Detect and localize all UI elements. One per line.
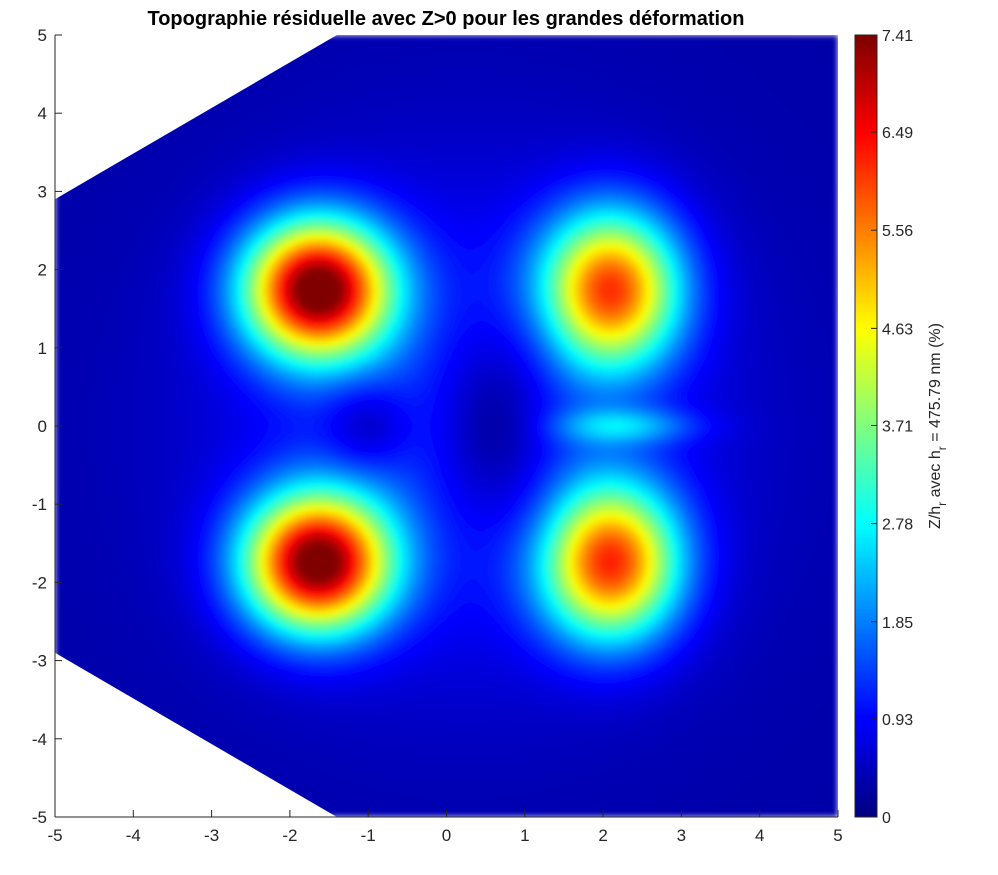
- colorbar-tick-label: 3.71: [882, 418, 913, 435]
- y-tick-label: 3: [38, 182, 47, 201]
- colorbar-ticks: 7.41 6.49 5.56 4.63 3.71 2.78 1.85 0.93 0: [871, 28, 913, 827]
- colorbar-tick-label: 4.63: [882, 321, 913, 338]
- chart-title: Topographie résiduelle avec Z>0 pour les…: [147, 8, 744, 30]
- heatmap-surface: [55, 35, 838, 817]
- x-tick-label: -5: [47, 826, 62, 845]
- colorbar-label: Z/hr avec hr = 475.79 nm (%): [927, 323, 949, 529]
- colorbar-tick-label: 0: [882, 810, 891, 827]
- colorbar-label-sub1: r: [935, 502, 949, 506]
- heatmap-image: [55, 35, 838, 817]
- x-tick-label: -4: [126, 826, 141, 845]
- x-tick-label: -3: [204, 826, 219, 845]
- colorbar-frame: [854, 34, 878, 818]
- y-tick-label: 0: [38, 417, 47, 436]
- colorbar-tick-label: 0.93: [882, 712, 913, 729]
- y-tick-label: -4: [32, 730, 47, 749]
- y-tick-label: 5: [38, 26, 47, 45]
- y-axis-ticks: 5 4 3 2 1 0 -1 -2 -3 -4 -5: [32, 26, 62, 827]
- y-tick-label: -1: [32, 495, 47, 514]
- x-tick-label: 3: [677, 826, 686, 845]
- colorbar-tick-label: 5.56: [882, 223, 913, 240]
- y-tick-label: 2: [38, 261, 47, 280]
- y-tick-label: -3: [32, 652, 47, 671]
- x-tick-label: 5: [833, 826, 842, 845]
- x-tick-label: 2: [598, 826, 607, 845]
- x-tick-label: -2: [282, 826, 297, 845]
- y-tick-label: 1: [38, 339, 47, 358]
- colorbar-gradient: [855, 35, 877, 817]
- colorbar-label-end: = 475.79 nm (%): [927, 323, 944, 446]
- colorbar-label-mid: avec h: [927, 450, 944, 502]
- y-tick-label: -2: [32, 573, 47, 592]
- y-tick-label: -5: [32, 808, 47, 827]
- colorbar-tick-label: 6.49: [882, 125, 913, 142]
- colorbar-tick-label: 7.41: [882, 28, 913, 45]
- x-tick-label: -1: [361, 826, 376, 845]
- colorbar-tick-label: 2.78: [882, 517, 913, 534]
- x-tick-label: 0: [442, 826, 451, 845]
- y-tick-label: 4: [38, 104, 47, 123]
- colorbar-tick-label: 1.85: [882, 615, 913, 632]
- colorbar: 7.416.495.564.633.712.781.850.930 Z/hr a…: [854, 28, 949, 827]
- colorbar-label-main: Z/h: [927, 506, 944, 529]
- x-tick-label: 1: [520, 826, 529, 845]
- colorbar-label-sub2: r: [935, 446, 949, 450]
- x-tick-label: 4: [755, 826, 764, 845]
- x-axis-ticks: -5 -4 -3 -2 -1 0 1 2 3 4 5: [47, 810, 843, 845]
